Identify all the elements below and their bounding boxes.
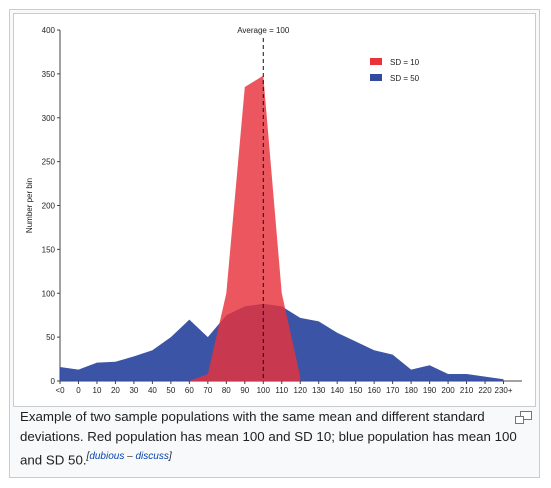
figure-thumbnail: 0 50 100 150 200 250 300 350 400 Number per bin <0… (9, 9, 540, 478)
x-tick-label: 70 (203, 386, 212, 395)
x-tick-label: 130 (312, 386, 326, 395)
x-tick-label: 230+ (495, 386, 513, 395)
y-tick-label: 100 (42, 289, 56, 298)
y-tick-label: 300 (42, 114, 56, 123)
discuss-link[interactable]: discuss (135, 451, 169, 462)
legend-swatch-sd10 (370, 58, 382, 65)
x-tick-label: 200 (441, 386, 455, 395)
x-tick-label: 180 (404, 386, 418, 395)
y-tick-label: 200 (42, 202, 56, 211)
note-close-bracket: ] (168, 451, 172, 462)
x-tick-label: 100 (257, 386, 271, 395)
x-tick-label: 220 (478, 386, 492, 395)
dubious-link[interactable]: dubious (89, 451, 125, 462)
x-tick-label: 210 (460, 386, 474, 395)
note-separator: – (124, 451, 136, 462)
x-tick-label: 60 (185, 386, 194, 395)
y-tick-label: 400 (42, 26, 56, 35)
average-annotation: Average = 100 (237, 26, 290, 35)
note-open-bracket: [ (86, 451, 90, 462)
caption-text: Example of two sample populations with t… (20, 409, 517, 468)
y-tick-label: 0 (51, 377, 56, 386)
x-tick-label: 80 (222, 386, 231, 395)
x-tick-label: 0 (76, 386, 81, 395)
x-tick-label: 150 (349, 386, 363, 395)
x-tick-label: 40 (148, 386, 157, 395)
series-area-sd10 (189, 75, 301, 381)
y-tick-label: 350 (42, 70, 56, 79)
x-tick-label: 50 (166, 386, 175, 395)
magnify-icon[interactable] (515, 411, 533, 425)
x-tick-label: 160 (367, 386, 381, 395)
x-tick-label: 20 (111, 386, 120, 395)
x-tick-label: <0 (55, 386, 65, 395)
x-tick-label: 10 (93, 386, 102, 395)
x-tick-label: 170 (386, 386, 400, 395)
chart-panel: 0 50 100 150 200 250 300 350 400 Number per bin <0… (13, 13, 536, 407)
legend-label-sd10: SD = 10 (390, 58, 420, 67)
x-tick-label: 90 (240, 386, 249, 395)
x-tick-label: 190 (423, 386, 437, 395)
y-tick-label: 250 (42, 158, 56, 167)
y-axis-label: Number per bin (25, 178, 34, 233)
x-tick-label: 140 (331, 386, 345, 395)
x-tick-label: 120 (294, 386, 308, 395)
x-tick-label: 30 (129, 386, 138, 395)
legend-label-sd50: SD = 50 (390, 74, 420, 83)
figure-caption: Example of two sample populations with t… (20, 407, 525, 470)
x-tick-label: 110 (275, 386, 288, 395)
legend-swatch-sd50 (370, 74, 382, 81)
citation-note: [dubious – discuss] (87, 451, 172, 462)
y-tick-label: 150 (42, 245, 56, 254)
y-tick-label: 50 (46, 333, 55, 342)
